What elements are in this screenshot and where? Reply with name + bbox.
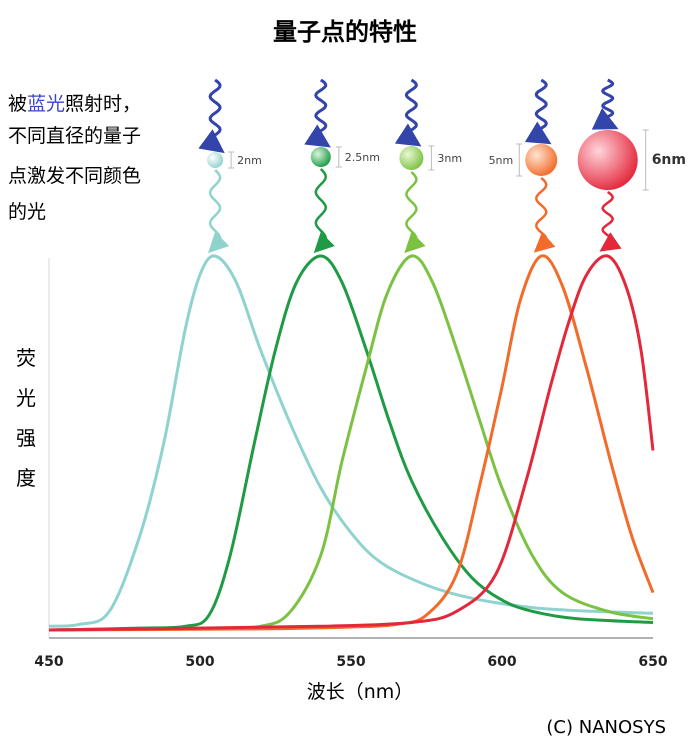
x-tick-label: 650 (638, 654, 667, 670)
y-axis-label-char: 度 (16, 466, 36, 490)
x-tick-label: 500 (185, 654, 214, 670)
blue-light-arrow (524, 78, 552, 145)
emitted-light-arrow (533, 177, 556, 253)
diameter-label: 5nm (489, 154, 514, 167)
blue-light-arrow (394, 78, 422, 147)
quantum-dot (310, 147, 331, 167)
y-axis-label-char: 光 (16, 386, 36, 410)
quantum-dot (399, 146, 424, 170)
emitted-light-arrow (404, 171, 426, 254)
diameter-label: 2nm (237, 154, 262, 167)
annotation-line-4: 的光 (8, 201, 46, 223)
series-line (48, 254, 655, 632)
emitted-light-arrow (313, 168, 335, 254)
x-tick-label: 450 (34, 654, 63, 670)
quantum-dot (207, 152, 224, 168)
y-axis-label-char: 强 (16, 426, 36, 450)
quantum-dot-illustrations: 2nm 2.5nm 3nm 5nm 6nm (198, 78, 686, 254)
quantum-dot (525, 144, 558, 176)
series-line (48, 254, 654, 632)
series-line (48, 254, 654, 632)
annotation-line-2: 不同直径的量子 (8, 125, 141, 147)
emitted-light-arrow (208, 169, 230, 254)
y-axis-label-char: 荧 (16, 346, 36, 370)
annotation-prefix: 被 (8, 93, 27, 115)
annotation-line-1-rest: 照射时， (65, 93, 141, 115)
emitted-light-arrow (599, 190, 622, 252)
series-line (48, 254, 654, 628)
diameter-label: 3nm (437, 152, 462, 165)
x-axis-ticks: 450 500 550 600 650 (34, 654, 667, 670)
blue-light-arrow (198, 78, 225, 154)
quantum-dot (577, 130, 638, 190)
annotation-line-1: 被蓝光照射时， (8, 93, 141, 115)
annotation-line-3: 点激发不同颜色 (8, 165, 141, 187)
chart-title: 量子点的特性 (273, 18, 417, 46)
diameter-label: 6nm (652, 152, 686, 168)
diameter-label: 2.5nm (345, 151, 380, 164)
blue-light-arrow (591, 78, 619, 130)
credit-text: (C) NANOSYS (546, 717, 666, 738)
x-tick-label: 600 (487, 654, 516, 670)
series-line (48, 254, 655, 632)
x-axis-label: 波长（nm） (307, 681, 414, 703)
annotation-blue-light: 蓝光 (27, 93, 65, 115)
blue-light-arrow (304, 78, 331, 148)
series-curves (48, 254, 655, 632)
x-tick-label: 550 (336, 654, 365, 670)
